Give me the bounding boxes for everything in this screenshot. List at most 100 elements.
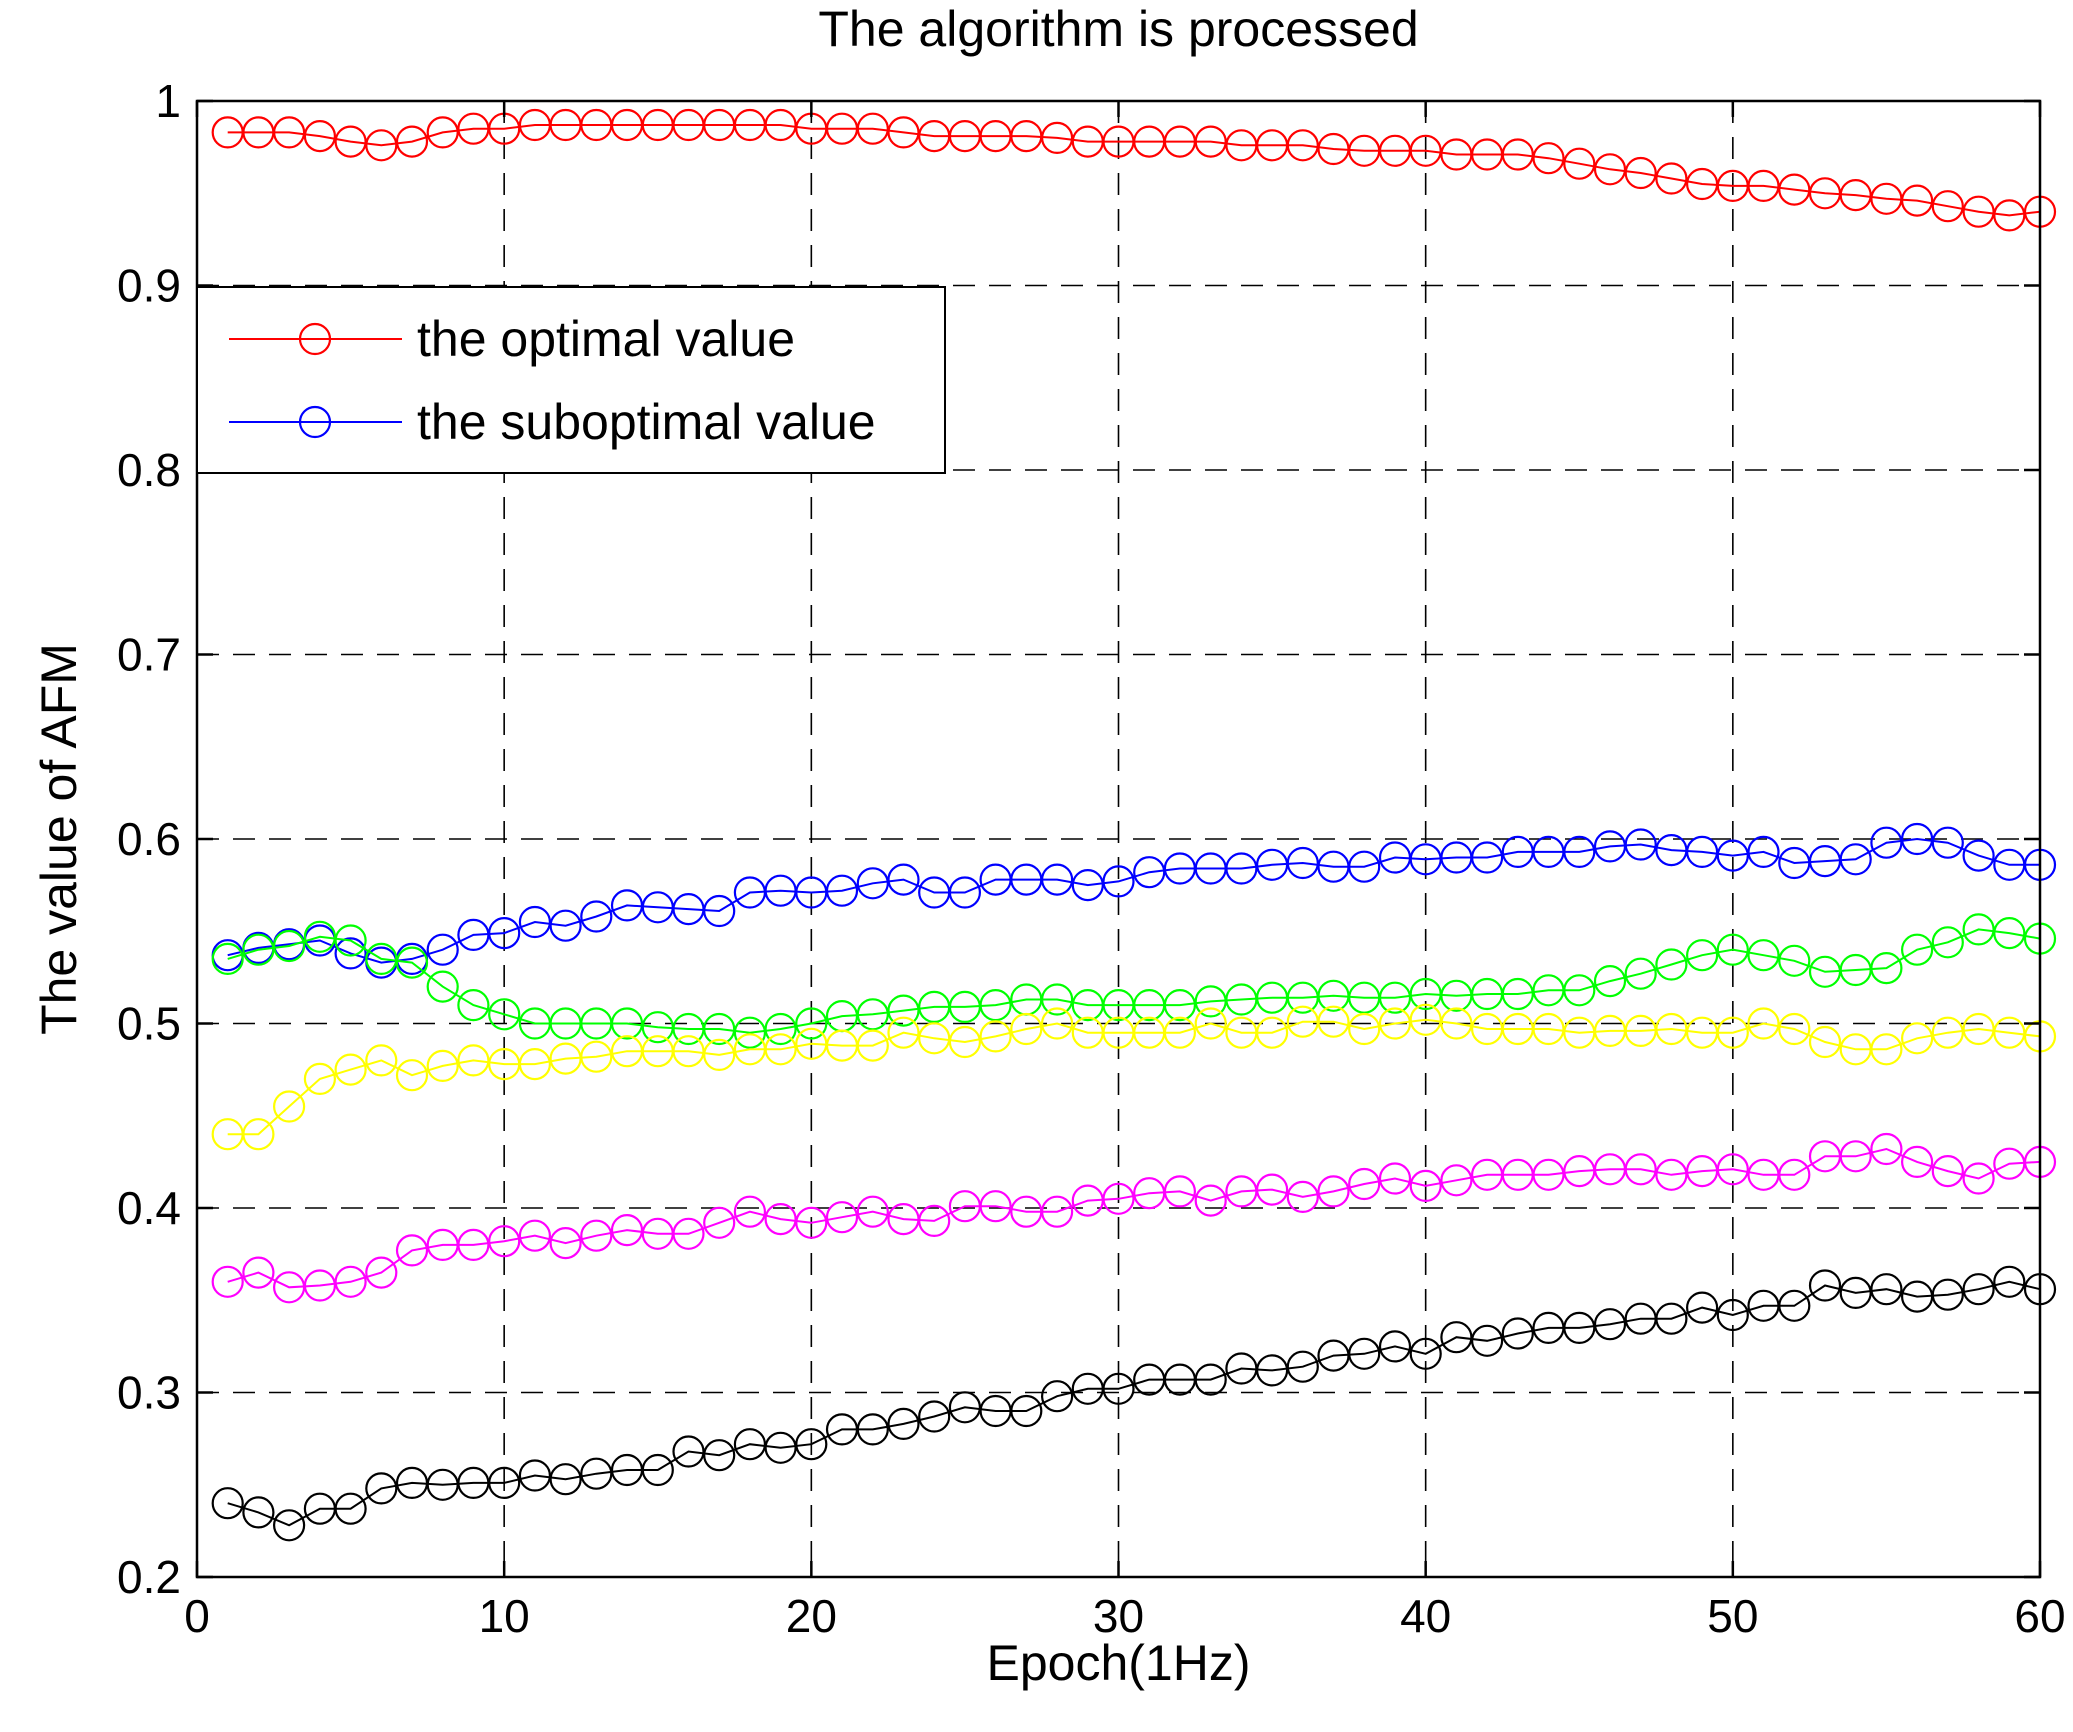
- y-tick-label-1: 0.3: [117, 1367, 181, 1419]
- series-1-point-41: [1470, 841, 1504, 874]
- series-2-point-7: [426, 970, 459, 1003]
- series-1-point-44: [1563, 835, 1596, 869]
- series-1-point-46: [1624, 828, 1657, 861]
- series-3-point-34: [1255, 1016, 1289, 1049]
- chart-title: The algorithm is processed: [818, 1, 1418, 57]
- series-3-point-16: [703, 1038, 736, 1072]
- series-3-point-58: [1993, 1016, 2026, 1049]
- series-3-point-39: [1409, 1003, 1442, 1036]
- series-0-point-53: [1839, 179, 1872, 212]
- y-tick-label-6: 0.8: [117, 444, 181, 496]
- series-5-point-21: [856, 1413, 889, 1446]
- series-2-point-3: [303, 920, 336, 953]
- series-4-point-43: [1532, 1158, 1565, 1191]
- series-0-point-55: [1900, 184, 1934, 217]
- series-5-point-52: [1808, 1269, 1842, 1302]
- series-2-point-49: [1716, 933, 1749, 966]
- series-0-point-18: [764, 108, 797, 142]
- series-2-point-13: [610, 1007, 644, 1040]
- series-2-point-50: [1747, 939, 1780, 972]
- series-2-point-5: [365, 942, 398, 976]
- series-3-point-3: [303, 1062, 336, 1096]
- series-5-point-51: [1778, 1289, 1811, 1322]
- series-5-point-22: [887, 1407, 920, 1441]
- series-3-point-1: [242, 1118, 275, 1151]
- series-4-point-56: [1931, 1154, 1964, 1188]
- series-1-point-7: [426, 933, 459, 966]
- series-2-point-1: [242, 933, 275, 966]
- series-3-point-21: [856, 1029, 889, 1062]
- series-3-point-51: [1778, 1012, 1811, 1046]
- series-5-point-53: [1839, 1276, 1872, 1310]
- series-4-point-32: [1194, 1184, 1227, 1217]
- series-5-point-0: [211, 1487, 244, 1520]
- series-1-point-53: [1839, 843, 1872, 876]
- series-0-point-57: [1962, 195, 1995, 228]
- series-3-point-6: [395, 1059, 429, 1092]
- legend-box: [196, 286, 946, 474]
- series-3-point-38: [1378, 1007, 1412, 1040]
- series-4-point-46: [1624, 1153, 1657, 1186]
- series-1-point-57: [1962, 839, 1995, 872]
- series-5-point-19: [795, 1428, 828, 1461]
- y-tick-label-8: 1: [155, 75, 181, 127]
- series-3-point-24: [948, 1025, 982, 1059]
- series-2-point-46: [1624, 957, 1657, 990]
- series-4-point-53: [1839, 1140, 1872, 1173]
- series-4-point-20: [825, 1201, 859, 1234]
- series-0-point-46: [1624, 156, 1657, 190]
- series-0-point-45: [1593, 153, 1627, 186]
- series-0-point-7: [426, 116, 459, 149]
- x-axis-label: Epoch(1Hz): [987, 1635, 1251, 1691]
- series-5-point-12: [580, 1457, 613, 1490]
- series-5: [211, 1265, 2057, 1542]
- series-2-point-44: [1563, 974, 1596, 1007]
- series-2-point-0: [211, 942, 244, 976]
- series-0-point-51: [1778, 173, 1811, 206]
- x-tick-label-2: 20: [786, 1590, 837, 1642]
- series-3-point-27: [1040, 1007, 1074, 1040]
- series-0-point-43: [1532, 142, 1565, 175]
- series-4-point-12: [580, 1219, 613, 1252]
- y-axis-label: The value of AFM: [31, 643, 87, 1035]
- series-0-point-21: [856, 112, 889, 145]
- series-1-point-37: [1348, 850, 1381, 883]
- legend-label-0: the optimal value: [417, 311, 795, 367]
- series-2-point-9: [488, 998, 521, 1031]
- series-4-point-36: [1317, 1175, 1350, 1208]
- series-0-point-47: [1655, 162, 1688, 195]
- series-3-point-50: [1747, 1007, 1780, 1040]
- series-3-point-43: [1532, 1012, 1565, 1046]
- x-tick-label-5: 50: [1707, 1590, 1758, 1642]
- series-4-point-34: [1255, 1173, 1289, 1206]
- series-3-point-54: [1870, 1033, 1903, 1066]
- series-5-point-57: [1962, 1273, 1995, 1306]
- series-4-point-49: [1716, 1153, 1749, 1186]
- series-1-point-4: [334, 937, 367, 970]
- series-0-point-42: [1501, 138, 1534, 171]
- series-0-point-2: [273, 116, 306, 149]
- series-1-point-16: [703, 894, 736, 928]
- series-1-point-24: [948, 876, 982, 909]
- series-1-point-21: [856, 867, 889, 900]
- series-2-point-27: [1040, 983, 1074, 1016]
- series-3-point-55: [1900, 1022, 1934, 1055]
- series-2-point-31: [1163, 988, 1197, 1022]
- series-4-point-55: [1900, 1145, 1934, 1179]
- y-tick-label-4: 0.6: [117, 813, 181, 865]
- series-1-point-9: [488, 916, 521, 950]
- series-4-point-13: [610, 1213, 644, 1247]
- series-4-point-51: [1778, 1158, 1811, 1191]
- series-1-point-27: [1040, 863, 1074, 896]
- series-3-point-37: [1348, 1012, 1381, 1046]
- series-5-point-41: [1470, 1324, 1504, 1357]
- series-0-point-39: [1409, 134, 1442, 167]
- x-tick-label-1: 10: [479, 1590, 530, 1642]
- series-5-point-48: [1685, 1291, 1719, 1324]
- series-2-point-38: [1378, 981, 1412, 1014]
- series-0-point-58: [1993, 199, 2026, 232]
- series-2-point-55: [1900, 933, 1934, 966]
- series-4-point-0: [211, 1265, 244, 1298]
